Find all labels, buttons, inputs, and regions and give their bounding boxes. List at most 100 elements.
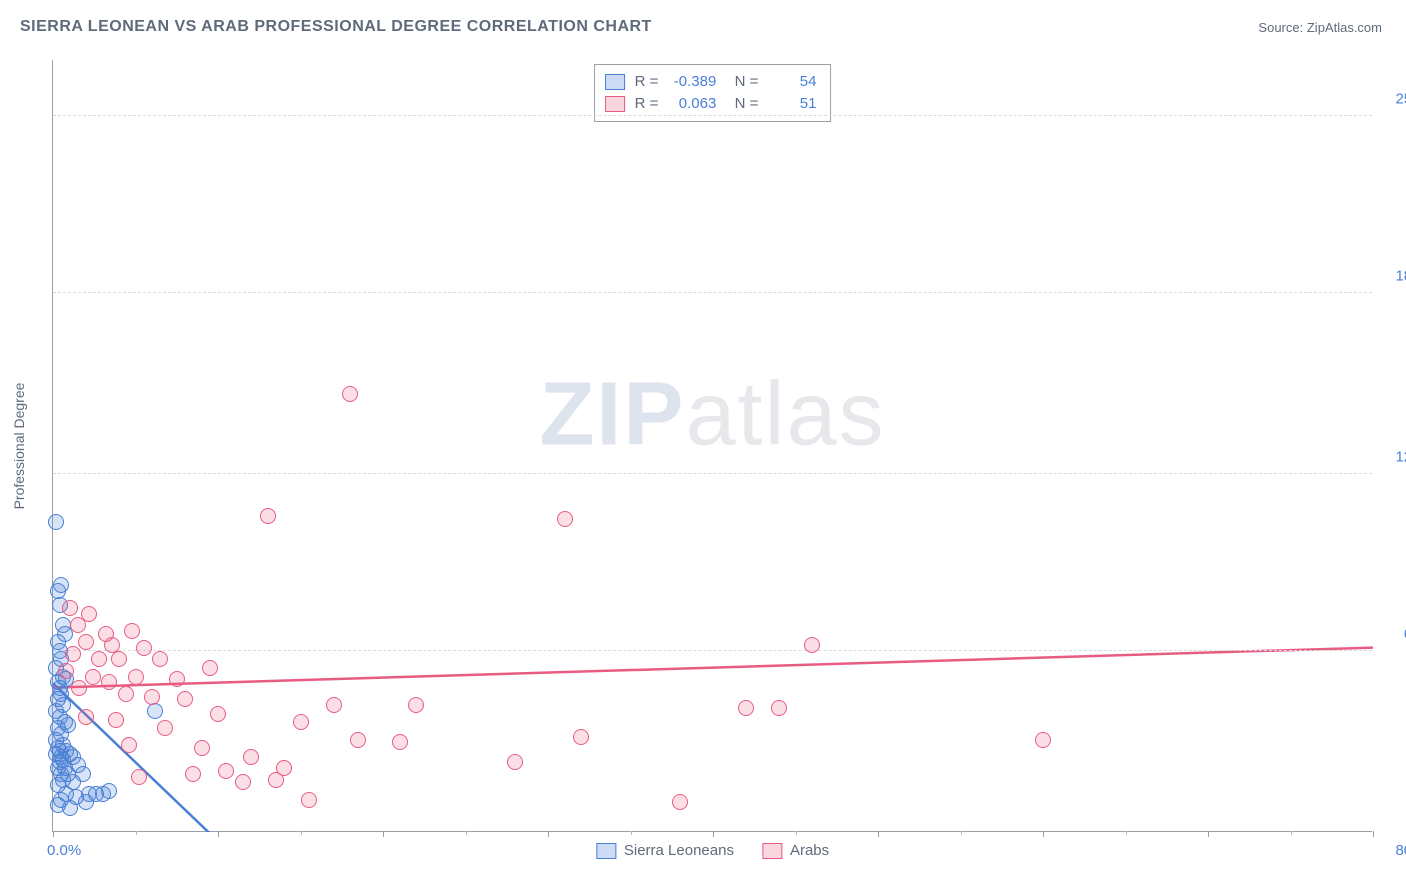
xminor — [1291, 831, 1292, 835]
grid-h — [53, 292, 1372, 293]
point-a — [53, 577, 69, 593]
point-b — [218, 763, 234, 779]
point-b — [78, 709, 94, 725]
stat-n-a: 54 — [768, 71, 816, 93]
stat-r-b: 0.063 — [668, 93, 716, 115]
point-b — [293, 714, 309, 730]
swatch-a — [596, 843, 616, 859]
ytick-label: 12.5% — [1378, 448, 1406, 465]
point-b — [738, 700, 754, 716]
point-b — [71, 680, 87, 696]
stat-row-a: R = -0.389 N = 54 — [605, 71, 817, 93]
point-a — [62, 800, 78, 816]
point-b — [144, 689, 160, 705]
point-b — [573, 729, 589, 745]
y-axis-label: Professional Degree — [11, 382, 27, 509]
stat-r-label: R = — [635, 71, 659, 93]
point-b — [185, 766, 201, 782]
bottom-legend: Sierra Leoneans Arabs — [596, 842, 829, 859]
ytick-label: 6.3% — [1378, 625, 1406, 642]
point-b — [124, 623, 140, 639]
xtick — [1208, 831, 1209, 837]
xtick — [1373, 831, 1374, 837]
point-b — [235, 774, 251, 790]
grid-h — [53, 650, 1372, 651]
grid-h — [53, 473, 1372, 474]
ytick-label: 25.0% — [1378, 91, 1406, 108]
point-b — [157, 720, 173, 736]
chart-title: SIERRA LEONEAN VS ARAB PROFESSIONAL DEGR… — [20, 18, 652, 36]
point-b — [65, 646, 81, 662]
point-b — [128, 669, 144, 685]
stat-r-a: -0.389 — [668, 71, 716, 93]
point-b — [136, 640, 152, 656]
stat-n-b: 51 — [768, 93, 816, 115]
source-label: Source: — [1258, 20, 1303, 35]
xminor — [136, 831, 137, 835]
point-b — [301, 792, 317, 808]
point-b — [78, 634, 94, 650]
xtick — [1043, 831, 1044, 837]
source-value: ZipAtlas.com — [1307, 20, 1382, 35]
legend-item-b: Arabs — [762, 842, 829, 859]
point-b — [118, 686, 134, 702]
legend-label-a: Sierra Leoneans — [624, 842, 734, 859]
grid-h — [53, 115, 1372, 116]
point-b — [268, 772, 284, 788]
xminor — [1126, 831, 1127, 835]
point-b — [557, 511, 573, 527]
watermark-zip: ZIP — [539, 364, 685, 464]
stat-n-label: N = — [726, 71, 758, 93]
point-b — [111, 651, 127, 667]
trend-line-b — [53, 648, 1373, 688]
stat-n-label: N = — [726, 93, 758, 115]
stat-r-label: R = — [635, 93, 659, 115]
point-b — [326, 697, 342, 713]
swatch-b — [762, 843, 782, 859]
point-b — [152, 651, 168, 667]
point-b — [70, 617, 86, 633]
stat-box: R = -0.389 N = 54 R = 0.063 N = 51 — [594, 64, 832, 122]
point-b — [392, 734, 408, 750]
point-b — [91, 651, 107, 667]
xtick — [878, 831, 879, 837]
point-b — [169, 671, 185, 687]
point-b — [194, 740, 210, 756]
point-b — [804, 637, 820, 653]
point-b — [260, 508, 276, 524]
point-b — [108, 712, 124, 728]
point-b — [408, 697, 424, 713]
point-b — [58, 663, 74, 679]
point-b — [342, 386, 358, 402]
point-a — [78, 794, 94, 810]
swatch-b — [605, 96, 625, 112]
point-a — [147, 703, 163, 719]
xminor — [961, 831, 962, 835]
swatch-a — [605, 74, 625, 90]
point-b — [101, 674, 117, 690]
point-b — [507, 754, 523, 770]
scatter-plot: ZIPatlas Professional Degree R = -0.389 … — [52, 60, 1372, 832]
point-b — [350, 732, 366, 748]
source-line: Source: ZipAtlas.com — [1258, 20, 1382, 35]
point-b — [210, 706, 226, 722]
point-b — [202, 660, 218, 676]
xtick — [218, 831, 219, 837]
x-axis-min-label: 0.0% — [47, 842, 81, 859]
point-b — [62, 600, 78, 616]
point-b — [131, 769, 147, 785]
xtick — [713, 831, 714, 837]
point-b — [121, 737, 137, 753]
point-b — [672, 794, 688, 810]
xtick — [383, 831, 384, 837]
point-b — [771, 700, 787, 716]
xtick — [53, 831, 54, 837]
xminor — [631, 831, 632, 835]
xminor — [466, 831, 467, 835]
trend-line-a — [53, 683, 1373, 892]
xminor — [796, 831, 797, 835]
watermark-atlas: atlas — [685, 364, 885, 464]
point-a — [48, 514, 64, 530]
point-b — [177, 691, 193, 707]
watermark: ZIPatlas — [539, 363, 885, 466]
